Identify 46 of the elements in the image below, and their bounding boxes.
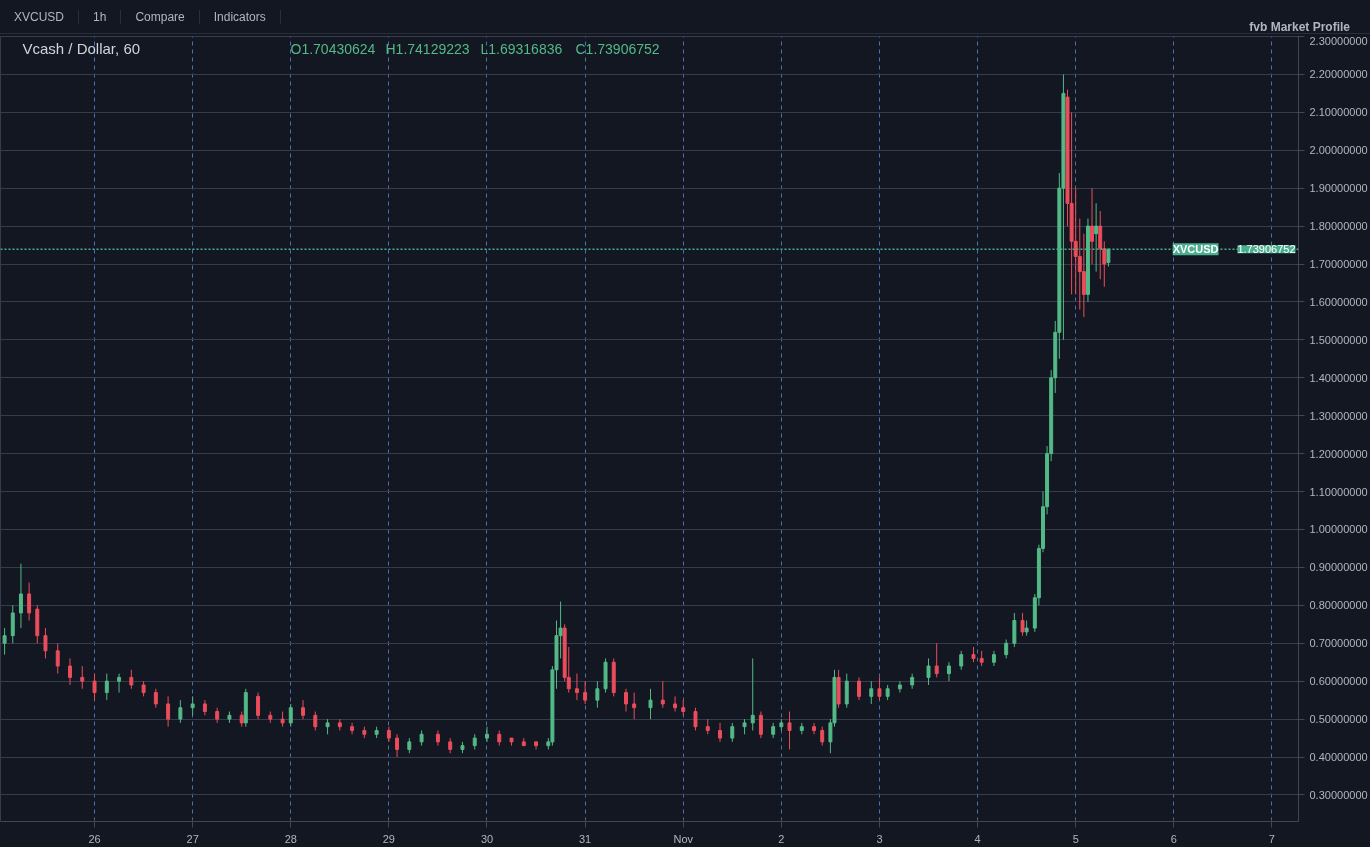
x-tick-label: 7: [1268, 832, 1275, 845]
y-tick-label: 2.10000000: [1309, 106, 1368, 119]
annotation: XVCUSD: [1172, 243, 1219, 256]
y-tick-label: 2.20000000: [1309, 68, 1368, 81]
annotation: H1.74129223: [385, 40, 470, 57]
annotation: O1.70430624: [290, 40, 376, 57]
x-tick-label: Nov: [673, 832, 694, 845]
y-tick-label: 0.80000000: [1309, 599, 1368, 612]
y-tick-label: 1.90000000: [1309, 182, 1368, 195]
y-tick-label: 0.90000000: [1309, 561, 1368, 574]
y-tick-label: 0.30000000: [1309, 788, 1368, 801]
y-tick-label: 1.20000000: [1309, 447, 1368, 460]
y-tick-label: 1.70000000: [1309, 258, 1368, 271]
annotation: L1.69316836: [480, 40, 563, 57]
x-tick-label: 5: [1072, 832, 1079, 845]
chart-title: Vcash / Dollar, 60: [22, 40, 141, 57]
x-tick-label: 2: [778, 832, 785, 845]
y-tick-label: 1.10000000: [1309, 485, 1368, 498]
x-tick-label: 3: [876, 832, 883, 845]
y-tick-label: 0.40000000: [1309, 751, 1368, 764]
y-tick-label: 0.60000000: [1309, 675, 1368, 688]
ref-line-label: 1.73906752: [1237, 243, 1296, 256]
text: Indicators: [199, 10, 281, 24]
y-tick-label: 1.50000000: [1309, 333, 1368, 346]
y-tick-label: 1.40000000: [1309, 371, 1368, 384]
text: Compare: [121, 10, 200, 24]
x-tick-label: 29: [382, 832, 396, 845]
text: 1h: [79, 10, 122, 24]
text: fvb Market Profile: [1249, 20, 1350, 34]
y-tick-label: 0.50000000: [1309, 713, 1368, 726]
y-tick-label: 1.30000000: [1309, 409, 1368, 422]
x-tick-label: 6: [1170, 832, 1177, 845]
y-tick-label: 1.80000000: [1309, 220, 1368, 233]
y-tick-label: 2.30000000: [1309, 34, 1368, 47]
x-tick-label: 27: [186, 832, 199, 845]
x-tick-label: 30: [480, 832, 494, 845]
x-tick-label: 26: [88, 832, 101, 845]
y-tick-label: 1.00000000: [1309, 523, 1368, 536]
x-tick-label: 28: [284, 832, 297, 845]
y-tick-label: 1.60000000: [1309, 295, 1368, 308]
y-tick-label: 2.00000000: [1309, 144, 1368, 157]
text: XVCUSD: [0, 10, 80, 24]
x-tick-label: 4: [974, 832, 981, 845]
annotation: C1.73906752: [575, 40, 660, 57]
y-tick-label: 0.70000000: [1309, 637, 1368, 650]
x-tick-label: 31: [578, 832, 592, 845]
